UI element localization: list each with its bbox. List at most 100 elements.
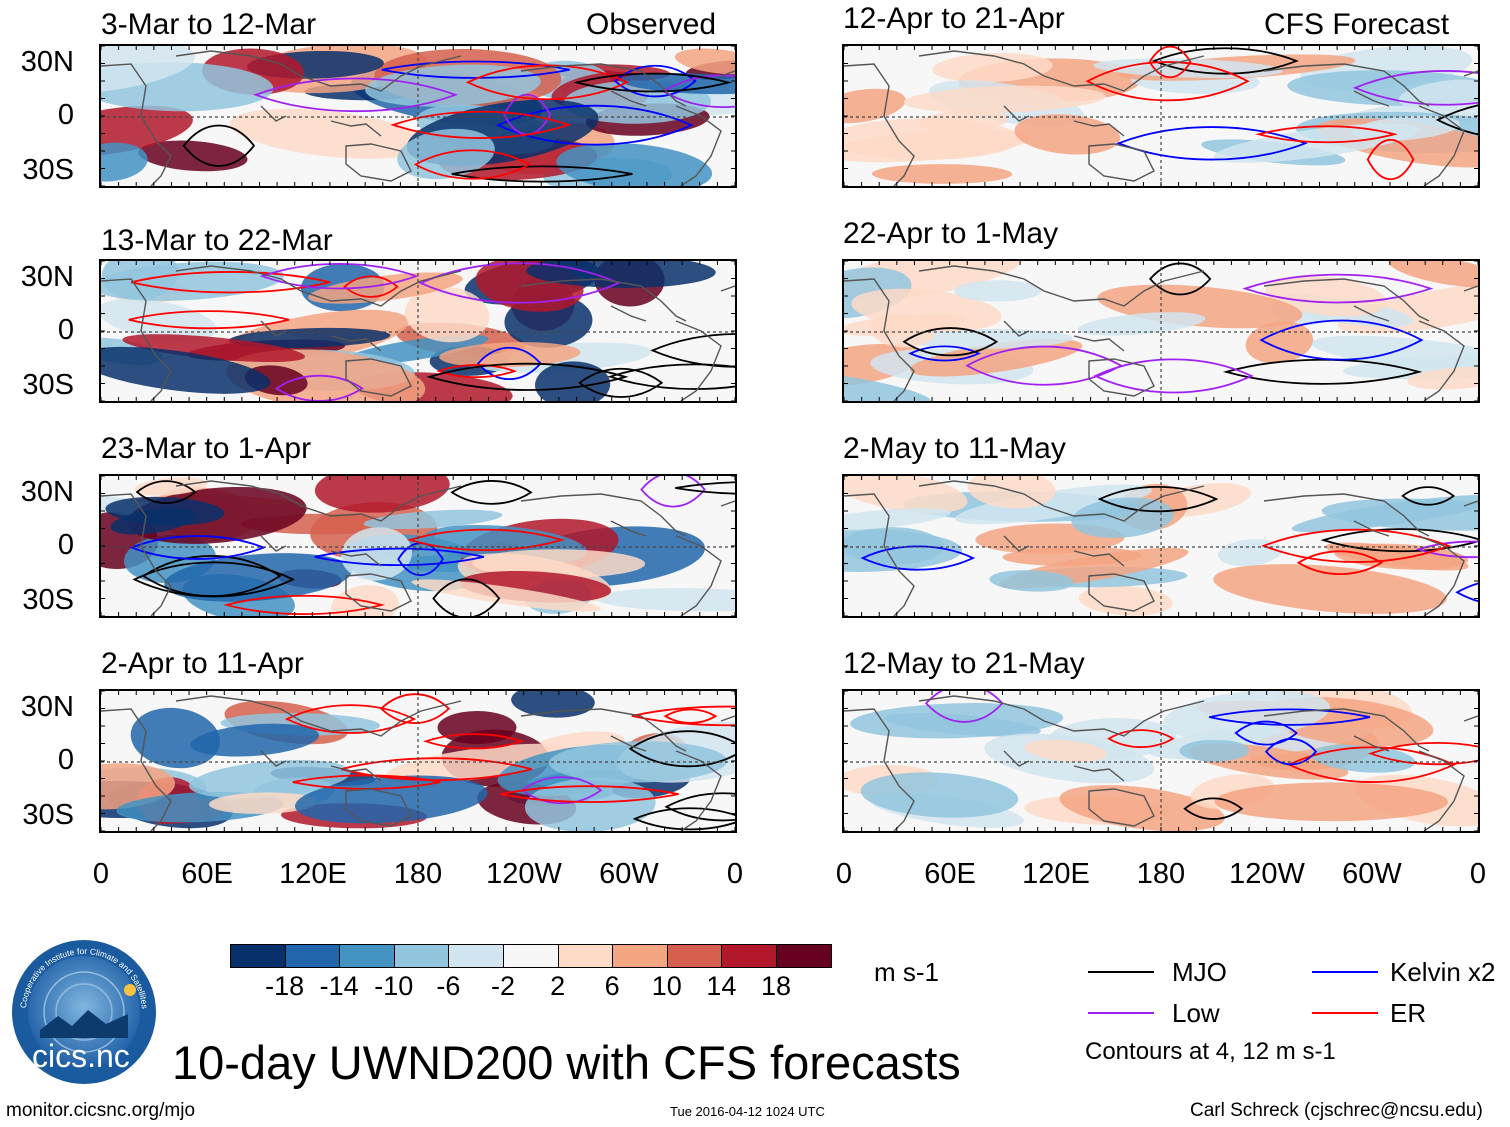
legend-line-kelvin xyxy=(1312,971,1378,973)
lon-label-0-end: 0 xyxy=(1469,858,1487,890)
map-panel-obs-4 xyxy=(99,689,737,833)
source-url[interactable]: monitor.cicsnc.org/mjo xyxy=(6,1100,196,1121)
colorbar-swatch xyxy=(393,944,450,968)
figure-title: 10-day UWND200 with CFS forecasts xyxy=(172,1036,961,1089)
lon-label-60e: 60E xyxy=(924,858,976,890)
axis-ticks xyxy=(101,261,735,401)
lat-label-30s: 30S xyxy=(22,369,74,401)
legend-note: Contours at 4, 12 m s-1 xyxy=(1085,1038,1336,1065)
lat-label-30s: 30S xyxy=(22,799,74,831)
map-panel-fcst-4 xyxy=(842,689,1480,833)
map-panel-fcst-1 xyxy=(842,44,1480,188)
colorbar-swatch xyxy=(557,944,614,968)
lat-label-eq: 0 xyxy=(57,529,74,561)
wave-contours xyxy=(902,262,1434,394)
coastlines xyxy=(844,265,1478,401)
panel-title-obs-3: 23-Mar to 1-Apr xyxy=(101,432,312,465)
axis-ticks xyxy=(101,476,735,616)
map-panel-obs-1 xyxy=(99,44,737,188)
wave-contours xyxy=(284,693,735,831)
lon-label-120w: 120W xyxy=(1229,858,1305,890)
lat-label-30n: 30N xyxy=(20,46,74,78)
axis-ticks xyxy=(844,691,1478,831)
lon-label-0-end: 0 xyxy=(726,858,744,890)
timestamp: Tue 2016-04-12 1024 UTC xyxy=(670,1104,825,1119)
cics-logo[interactable]: Cooperative Institute for Climate and Sa… xyxy=(10,938,158,1086)
lat-label-30s: 30S xyxy=(22,584,74,616)
map-panel-obs-2 xyxy=(99,259,737,403)
lat-label-30n: 30N xyxy=(20,476,74,508)
wave-contours xyxy=(1085,46,1478,180)
panel-title-fcst-1: 12-Apr to 21-Apr xyxy=(843,2,1065,35)
colorbar-label: 14 xyxy=(706,971,737,1001)
colorbar-label: -10 xyxy=(374,971,414,1001)
lat-label-eq: 0 xyxy=(57,314,74,346)
map-panel-fcst-2 xyxy=(842,259,1480,403)
panel-title-fcst-3: 2-May to 11-May xyxy=(843,432,1066,465)
colorbar-swatch xyxy=(448,944,504,968)
axis-ticks xyxy=(844,46,1478,186)
lon-label-60w: 60W xyxy=(1342,858,1402,890)
colorbar-label: 10 xyxy=(651,971,682,1001)
panel-title-fcst-4: 12-May to 21-May xyxy=(843,647,1085,680)
legend-line-mjo xyxy=(1088,971,1154,973)
lon-label-60w: 60W xyxy=(599,858,659,890)
logo-text: cics.nc xyxy=(32,1038,130,1074)
lon-label-180: 180 xyxy=(393,858,443,890)
panel-title-obs-1: 3-Mar to 12-Mar xyxy=(101,8,317,41)
author: Carl Schreck (cjschrec@ncsu.edu) xyxy=(1190,1100,1483,1121)
lon-label-0: 0 xyxy=(92,858,110,890)
legend-label-mjo: MJO xyxy=(1172,957,1227,987)
colorbar-swatch xyxy=(230,944,286,968)
panel-title-fcst-2: 22-Apr to 1-May xyxy=(843,217,1059,250)
colorbar-units: m s-1 xyxy=(874,957,939,987)
wind-anomaly-shading xyxy=(844,261,1478,401)
wind-anomaly-shading xyxy=(101,691,735,831)
wave-contours xyxy=(924,691,1478,820)
axis-ticks xyxy=(844,476,1478,616)
lon-label-0: 0 xyxy=(835,858,853,890)
lon-label-120w: 120W xyxy=(486,858,562,890)
map-panel-fcst-3 xyxy=(842,474,1480,618)
coastlines xyxy=(101,480,735,616)
colorbar-swatch xyxy=(776,944,832,968)
colorbar-swatch xyxy=(284,944,341,968)
legend-label-kelvin: Kelvin x2 xyxy=(1390,957,1496,987)
wind-anomaly-shading xyxy=(844,476,1478,616)
panel-title-obs-4: 2-Apr to 11-Apr xyxy=(101,647,304,680)
colorbar-swatch xyxy=(666,944,723,968)
lat-label-30n: 30N xyxy=(20,691,74,723)
colorbar-label: 6 xyxy=(604,971,620,1001)
coastlines xyxy=(101,695,735,831)
legend-line-er xyxy=(1312,1012,1378,1014)
legend-label-er: ER xyxy=(1390,998,1427,1028)
legend-label-low: Low xyxy=(1172,998,1220,1028)
coastlines xyxy=(844,50,1478,186)
axis-ticks xyxy=(101,46,735,186)
lat-label-eq: 0 xyxy=(57,744,74,776)
lat-label-eq: 0 xyxy=(57,99,74,131)
wave-contours xyxy=(860,485,1478,602)
axis-ticks xyxy=(844,261,1478,401)
lon-label-180: 180 xyxy=(1136,858,1186,890)
axis-ticks xyxy=(101,691,735,831)
wave-contours xyxy=(182,60,735,183)
lat-label-30s: 30S xyxy=(22,154,74,186)
lon-label-60e: 60E xyxy=(181,858,233,890)
panel-title-obs-2: 13-Mar to 22-Mar xyxy=(101,224,333,257)
coastlines xyxy=(844,480,1478,616)
lon-label-120e: 120E xyxy=(279,858,347,890)
colorbar-label: -18 xyxy=(265,971,305,1001)
map-panel-obs-3 xyxy=(99,474,737,618)
colorbar-label: -14 xyxy=(319,971,359,1001)
colorbar-label: -2 xyxy=(490,971,516,1001)
colorbar-swatch xyxy=(503,944,559,968)
colorbar-label: 2 xyxy=(550,971,566,1001)
coastlines xyxy=(101,50,735,186)
coastlines xyxy=(101,265,735,401)
wave-contours xyxy=(129,476,735,616)
wave-contours xyxy=(128,262,735,401)
colorbar-swatch xyxy=(339,944,395,968)
forecast-label: CFS Forecast xyxy=(1264,8,1450,41)
colorbar-swatch xyxy=(721,944,777,968)
